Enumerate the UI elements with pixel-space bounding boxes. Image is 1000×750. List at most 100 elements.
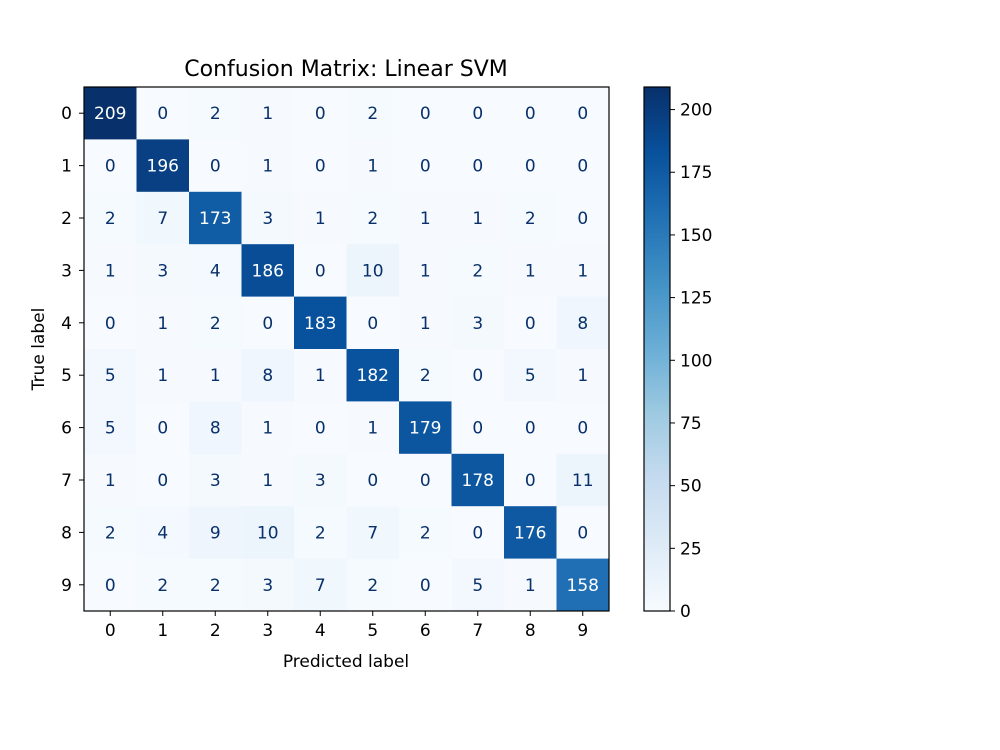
cell-value-label: 0 [315,157,326,177]
heatmap-cells: 209 0 2 1 0 2 0 0 0 00 196 0 1 0 1 0 0 0 02 7 173 3 1 2 1 1 2 01 3 4 1… [84,87,610,612]
x-tick-label: 0 [105,621,116,641]
cell-value-label: 3 [472,314,483,334]
plot-frame [83,86,610,612]
y-tick-label: 3 [61,261,72,281]
heatmap-cell [556,558,610,612]
y-tick-label: 4 [61,314,72,334]
cell-value-label: 3 [262,576,273,596]
x-tick-label: 9 [577,621,588,641]
heatmap-cell [189,87,242,140]
cell-value-label: 0 [525,157,536,177]
y-tick-label: 9 [61,576,72,596]
cell-value-label: 0 [157,419,168,439]
cell-value-label: 1 [472,209,483,229]
cell-value-label: 178 [462,471,494,491]
cell-value-label: 0 [420,576,431,596]
x-tick-label: 7 [472,621,483,641]
cell-value-label: 2 [210,104,221,124]
heatmap-cell [84,349,137,402]
cell-value-label: 0 [420,157,431,177]
y-axis-ticks: 0 1 2 3 4 5 6 7 8 9 [61,104,84,596]
heatmap-cell [294,139,347,193]
heatmap-cell [241,87,295,140]
cell-value-label: 2 [367,209,378,229]
cell-value-label: 3 [315,471,326,491]
heatmap-cell [136,87,190,140]
cell-value-label: 1 [105,261,116,281]
heatmap-cell [294,296,347,350]
heatmap-cell [451,349,505,402]
heatmap-cell [136,139,190,193]
heatmap-cell [241,349,295,402]
heatmap-cell [189,453,242,507]
heatmap-cell [504,453,557,507]
heatmap-cell [294,401,347,455]
heatmap-cell [556,453,610,507]
heatmap-cell [84,453,137,507]
heatmap-cell [241,244,295,298]
cell-value-label: 4 [210,261,221,281]
cell-value-label: 1 [367,157,378,177]
cell-value-label: 0 [105,157,116,177]
heatmap-cell [451,558,505,612]
colorbar-tick-label: 175 [680,163,712,183]
y-tick-label: 8 [61,523,72,543]
heatmap-cell [241,401,295,455]
heatmap-cell [504,349,557,402]
y-tick-label: 5 [61,366,72,386]
cell-value-label: 158 [567,576,599,596]
cell-value-label: 179 [409,419,441,439]
cell-value-label: 2 [105,523,116,543]
heatmap-cell [294,453,347,507]
heatmap-cell [136,349,190,402]
y-tick-label: 0 [61,104,72,124]
heatmap-cell [346,349,400,402]
colorbar-tick-label: 100 [680,351,712,371]
heatmap-cell [556,87,610,140]
heatmap-cell [556,401,610,455]
cell-value-label: 1 [367,419,378,439]
heatmap-cell [399,296,452,350]
heatmap-cell [346,191,400,245]
heatmap-cell [294,506,347,560]
heatmap-cell [189,191,242,245]
heatmap-cell [451,296,505,350]
heatmap-cell [556,139,610,193]
y-tick-label: 7 [61,471,72,491]
heatmap-cell [451,506,505,560]
heatmap-cell [504,506,557,560]
cell-value-label: 2 [472,261,483,281]
heatmap-cell [241,453,295,507]
heatmap-cell [399,558,452,612]
heatmap-cell [556,349,610,402]
cell-value-label: 0 [315,261,326,281]
heatmap-cell [451,139,505,193]
heatmap-cell [84,401,137,455]
heatmap-cell [189,558,242,612]
heatmap-cell [84,191,137,245]
heatmap-cell [84,87,137,140]
cell-value-label: 0 [472,157,483,177]
cell-value-label: 183 [304,314,336,334]
cell-value-label: 2 [210,314,221,334]
cell-value-label: 2 [367,104,378,124]
heatmap-cell [399,139,452,193]
colorbar-tick-label: 25 [680,539,702,559]
cell-value-label: 186 [252,261,284,281]
cell-value-label: 0 [577,104,588,124]
heatmap-cell [451,453,505,507]
cell-value-label: 0 [525,314,536,334]
heatmap-cell [294,244,347,298]
heatmap-cell [136,191,190,245]
heatmap-cell [84,558,137,612]
heatmap-cell [399,401,452,455]
heatmap-cell [504,558,557,612]
x-tick-label: 5 [367,621,378,641]
cell-value-label: 5 [105,419,116,439]
cell-value-label: 0 [525,471,536,491]
heatmap-cell [294,191,347,245]
heatmap-cell [241,558,295,612]
heatmap-cell [346,296,400,350]
cell-value-label: 176 [514,523,546,543]
